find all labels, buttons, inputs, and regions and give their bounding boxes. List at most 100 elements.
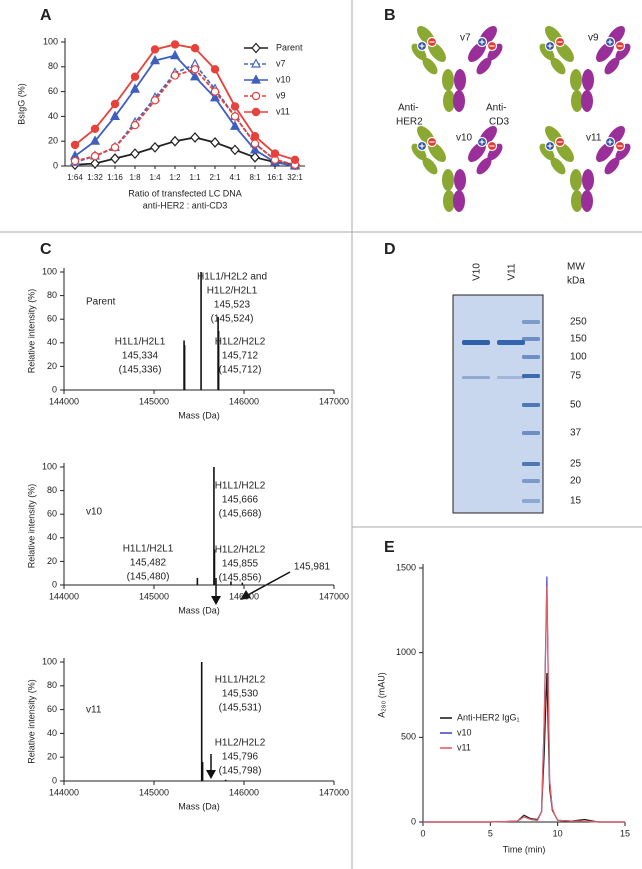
legend-marker [251, 42, 261, 54]
panel-label: E [384, 539, 395, 556]
x-tick-label: 16:1 [267, 173, 283, 182]
legend-marker [251, 74, 261, 84]
y-tick-label: 20 [47, 556, 57, 566]
marker [70, 140, 80, 150]
marker [290, 155, 300, 164]
antibody [536, 22, 634, 113]
y-tick-label: 40 [47, 337, 57, 347]
y-tick-label: 80 [48, 61, 58, 71]
y-tick-label: 0 [411, 816, 416, 826]
marker [190, 70, 200, 81]
x-tick-label: 8:1 [249, 173, 261, 182]
peak-annotation: H1L1/H2L2 and [197, 272, 267, 283]
series-line [74, 68, 296, 166]
legend-marker [251, 91, 261, 101]
y-axis-label: BsIgG (%) [16, 83, 26, 125]
peak-annotation: (145,531) [219, 703, 262, 714]
mw-marker-label: 37 [570, 428, 582, 439]
marker [230, 102, 240, 111]
y-tick-label: 100 [42, 461, 57, 471]
x-tick-label: 10 [553, 828, 563, 838]
y-axis-label: Relative intensity (%) [26, 679, 36, 764]
marker [130, 120, 140, 130]
marker [270, 149, 280, 158]
y-axis-label: Relative intensity (%) [26, 484, 36, 569]
gel-band [497, 376, 525, 379]
marker [250, 144, 260, 154]
mw-unit: kDa [567, 276, 585, 287]
x-tick-label: 144000 [49, 787, 79, 797]
antibody-label: Anti- [486, 103, 507, 114]
marker [110, 143, 120, 152]
marker [250, 132, 260, 141]
peak-annotation: H1L1/H2L2 [215, 675, 266, 686]
x-axis-label: anti-HER2 : anti-CD3 [143, 200, 228, 210]
marker [170, 49, 180, 60]
marker [210, 92, 220, 102]
mw-marker-label: 20 [570, 476, 582, 487]
legend-label: v11 [276, 106, 290, 116]
marker [110, 110, 120, 121]
y-tick-label: 60 [47, 314, 57, 324]
ladder-band [522, 431, 540, 435]
y-tick-label: 60 [47, 509, 57, 519]
marker [190, 44, 200, 53]
marker [130, 83, 140, 93]
marker [90, 124, 100, 134]
marker [190, 65, 200, 74]
y-tick-label: 20 [47, 361, 57, 371]
series-line [423, 672, 625, 823]
x-tick-label: 1:4 [149, 173, 161, 182]
ladder-band [522, 374, 540, 378]
peak-annotation: 145,855 [222, 559, 259, 570]
gel-band [462, 376, 490, 379]
x-tick-label: 146000 [229, 396, 259, 406]
x-tick-label: 144000 [49, 591, 79, 601]
peak-annotation: 145,523 [214, 300, 251, 311]
peak-annotation: 145,334 [122, 351, 159, 362]
y-tick-label: 20 [48, 136, 58, 146]
gel-band [462, 340, 490, 345]
x-tick-label: 1:8 [129, 173, 141, 182]
legend-label: v10 [276, 74, 291, 84]
peak-annotation: (145,856) [219, 573, 262, 584]
legend-label: v9 [276, 90, 286, 100]
legend-label: Anti-HER2 IgG₁ [457, 712, 520, 722]
x-axis-label: Mass (Da) [178, 605, 220, 615]
y-tick-label: 40 [47, 728, 57, 738]
mw-marker-label: 100 [570, 352, 587, 363]
legend-label: Parent [276, 42, 303, 52]
spectrum-label: v10 [86, 507, 103, 518]
y-tick-label: 0 [52, 579, 57, 589]
peak-annotation: (145,524) [211, 314, 254, 325]
legend-label: v11 [457, 742, 471, 752]
antibody-label: HER2 [396, 117, 423, 128]
peak-annotation: 145,981 [294, 562, 331, 573]
marker [110, 153, 120, 164]
y-tick-label: 0 [52, 775, 57, 785]
peak-annotation: H1L1/H2L1 [123, 544, 174, 555]
gel-band [497, 340, 525, 345]
ladder-band [522, 337, 540, 341]
series-line [423, 576, 625, 823]
marker [130, 148, 140, 160]
antibody-label: Anti- [398, 103, 419, 114]
y-tick-label: 80 [47, 485, 57, 495]
mw-marker-label: 150 [570, 334, 587, 345]
x-tick-label: 15 [620, 828, 630, 838]
spectrum-label: Parent [86, 297, 116, 308]
mw-title: MW [567, 262, 585, 273]
marker [130, 72, 140, 81]
marker [150, 54, 160, 65]
marker [210, 137, 220, 148]
peak-annotation: 145,666 [222, 495, 259, 506]
peak-annotation: H1L2/H2L2 [215, 738, 266, 749]
x-tick-label: 147000 [319, 591, 349, 601]
panel-label: B [384, 7, 396, 24]
peak-annotation: (145,798) [219, 766, 262, 777]
marker [110, 99, 120, 109]
variant-label: v9 [588, 33, 599, 44]
peak-annotation: 145,712 [222, 351, 259, 362]
marker [90, 135, 100, 145]
panel-label: C [40, 241, 52, 258]
